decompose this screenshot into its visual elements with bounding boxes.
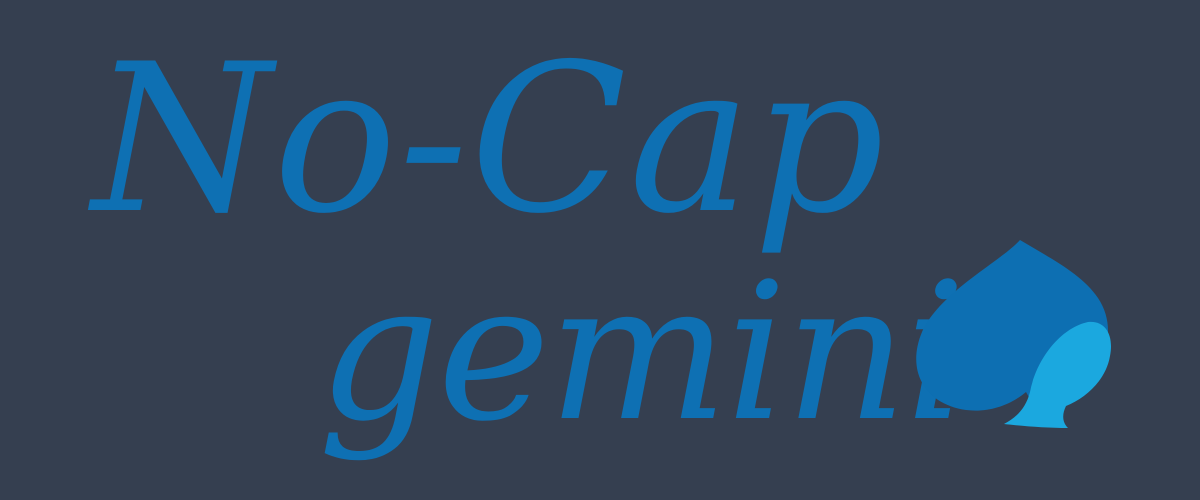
spade-highlight xyxy=(1004,321,1112,428)
spade-icon xyxy=(916,240,1112,428)
logo-line-1: No-Cap xyxy=(87,21,886,259)
logo-line-2: gemini xyxy=(318,242,964,463)
